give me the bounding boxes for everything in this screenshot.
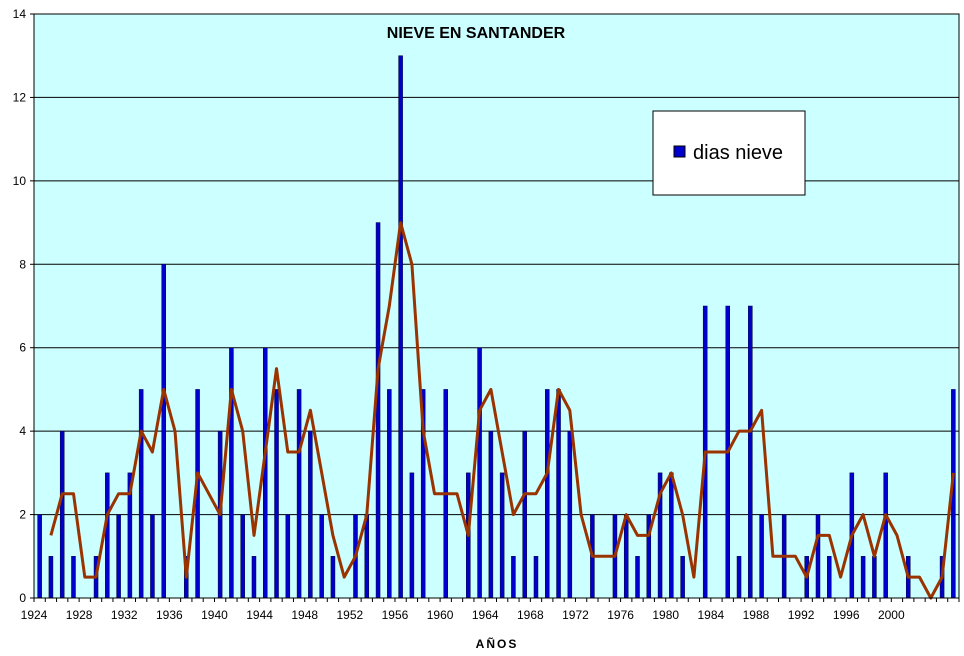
bar — [161, 264, 166, 599]
line-series — [49, 221, 955, 600]
bar — [319, 514, 324, 599]
x-tick-label: 1944 — [246, 608, 273, 622]
legend-swatch — [673, 145, 686, 158]
bar — [567, 430, 573, 599]
x-tick-label: 1932 — [111, 608, 138, 622]
bar — [105, 472, 110, 599]
legend: dias nieve — [652, 110, 806, 196]
bar — [229, 347, 234, 599]
y-tick-label: 8 — [19, 257, 26, 271]
bar — [533, 556, 539, 599]
x-tick-label: 1992 — [788, 608, 815, 622]
bar — [296, 389, 302, 599]
y-tick-label: 2 — [19, 508, 26, 522]
x-tick-label: 1960 — [427, 608, 454, 622]
bar — [872, 556, 877, 599]
bar — [37, 514, 42, 599]
x-tick-label: 1996 — [833, 608, 860, 622]
x-tick-label: 1952 — [337, 608, 364, 622]
x-tick-label: 1964 — [472, 608, 499, 622]
bar — [240, 514, 245, 599]
bar — [364, 514, 370, 599]
x-tick-label: 1980 — [652, 608, 679, 622]
bar — [556, 389, 561, 599]
x-tick-label: 2000 — [878, 608, 905, 622]
bar — [251, 556, 257, 599]
bar — [285, 514, 291, 599]
bar — [736, 556, 742, 599]
bar — [748, 305, 753, 599]
bar — [375, 222, 381, 599]
x-tick-labels: 1924 1928 1932 1936 1940 1944 1948 1952 1956 1960… — [21, 598, 960, 622]
bar — [759, 514, 764, 599]
bar — [409, 472, 415, 599]
y-tick-label: 12 — [13, 90, 27, 104]
y-tick-label: 6 — [19, 341, 26, 355]
y-tick-label: 14 — [13, 7, 27, 21]
bar — [522, 430, 527, 599]
bar — [860, 556, 866, 599]
line-series-path — [49, 221, 955, 600]
x-tick-label: 1924 — [21, 608, 48, 622]
bar — [488, 430, 494, 599]
bar — [477, 347, 482, 599]
x-tick-label: 1972 — [562, 608, 589, 622]
bar — [138, 389, 144, 599]
bar — [669, 472, 674, 599]
bar — [635, 556, 640, 599]
x-tick-label: 1984 — [697, 608, 724, 622]
bar — [48, 556, 54, 599]
grid-lines — [34, 96, 959, 516]
y-tick-label: 4 — [19, 424, 26, 438]
bar — [680, 556, 685, 599]
bar — [499, 472, 505, 599]
plot-area — [33, 13, 960, 599]
x-tick-label: 1968 — [517, 608, 544, 622]
x-tick-label: 1940 — [201, 608, 228, 622]
x-tick-label: 1948 — [291, 608, 318, 622]
bar-series — [37, 55, 956, 599]
bar — [827, 556, 832, 599]
bar — [71, 556, 76, 599]
x-tick-label: 1928 — [66, 608, 93, 622]
bar — [511, 556, 516, 599]
bar — [274, 389, 279, 599]
x-tick-label: 1936 — [156, 608, 183, 622]
bar — [883, 472, 888, 599]
x-axis-title: AÑOS — [476, 636, 519, 651]
bar — [330, 556, 336, 599]
x-tick-label: 1956 — [382, 608, 409, 622]
chart-title: NIEVE EN SANTANDER — [387, 25, 566, 42]
y-tick-label: 0 — [19, 591, 26, 605]
bar — [815, 514, 821, 599]
bar — [545, 389, 550, 599]
y-tick-label: 10 — [13, 174, 27, 188]
y-tick-labels: 0 2 4 6 8 10 12 14 — [13, 7, 34, 605]
bar — [398, 55, 403, 599]
x-tick-label: 1976 — [607, 608, 634, 622]
bar — [150, 514, 155, 599]
bar — [59, 430, 65, 599]
legend-label: dias nieve — [693, 142, 783, 164]
bar — [387, 389, 392, 599]
x-tick-label: 1988 — [743, 608, 770, 622]
bar — [116, 514, 121, 599]
bar — [623, 514, 629, 599]
bar — [308, 430, 313, 599]
